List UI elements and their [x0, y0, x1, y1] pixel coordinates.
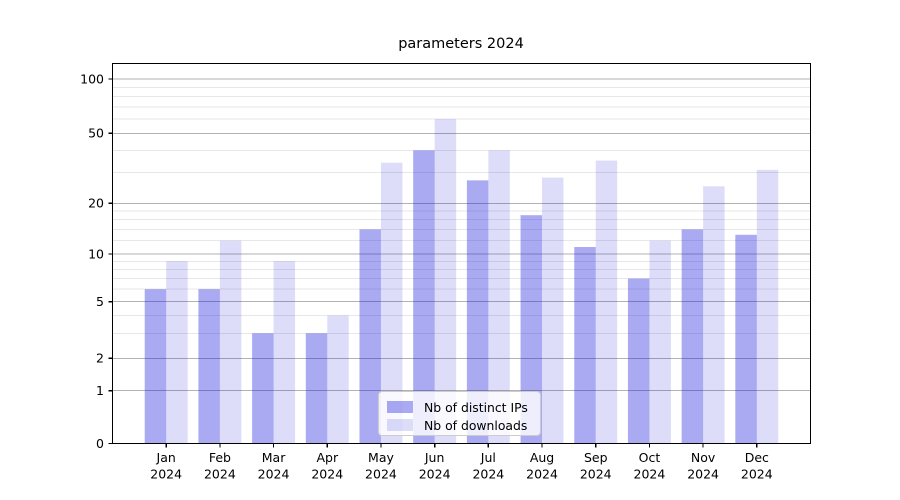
svg-text:Nov: Nov [691, 450, 716, 465]
svg-text:20: 20 [88, 196, 104, 211]
svg-text:Sep: Sep [584, 450, 608, 465]
svg-text:Apr: Apr [316, 450, 338, 465]
y-axis: 0 1 2 5 10 20 50 100 [80, 71, 113, 451]
svg-text:2024: 2024 [580, 467, 612, 482]
bar-jun-distinct-ips [413, 150, 435, 444]
bar-jan-downloads [166, 261, 188, 444]
svg-text:Jun: Jun [424, 450, 445, 465]
bar-mar-downloads [273, 261, 296, 444]
legend-item-distinct-ips: Nb of distinct IPs [387, 398, 532, 416]
svg-text:Jan: Jan [156, 450, 176, 465]
svg-text:1: 1 [96, 383, 104, 398]
gridlines-minor [112, 86, 811, 334]
svg-text:Feb: Feb [209, 450, 231, 465]
bar-jun-downloads [434, 119, 457, 444]
svg-text:2024: 2024 [687, 467, 719, 482]
legend-item-downloads: Nb of downloads [387, 416, 532, 434]
svg-text:Dec: Dec [745, 450, 769, 465]
svg-text:5: 5 [96, 294, 104, 309]
svg-text:2024: 2024 [150, 467, 182, 482]
svg-text:Oct: Oct [639, 450, 661, 465]
bars-downloads [166, 119, 779, 444]
legend-swatch-downloads [387, 418, 413, 432]
legend: Nb of distinct IPs Nb of downloads [378, 391, 541, 436]
bar-dec-downloads [756, 169, 779, 444]
bar-apr-downloads [327, 315, 349, 444]
bar-oct-distinct-ips [627, 278, 650, 444]
svg-text:0: 0 [96, 436, 104, 451]
x-axis: Jan 2024 Feb 2024 Mar 2024 Apr 2024 May 2024 Jun 20… [150, 443, 773, 482]
svg-text:2024: 2024 [365, 467, 397, 482]
bar-aug-distinct-ips [520, 215, 543, 444]
svg-text:2024: 2024 [311, 467, 343, 482]
bar-jul-downloads [488, 150, 510, 444]
svg-text:2024: 2024 [741, 467, 773, 482]
svg-text:2024: 2024 [258, 467, 290, 482]
svg-text:2024: 2024 [419, 467, 451, 482]
svg-text:2024: 2024 [472, 467, 504, 482]
bar-nov-distinct-ips [681, 229, 704, 444]
bar-mar-distinct-ips [252, 333, 274, 444]
legend-label-distinct-ips: Nb of distinct IPs [424, 399, 528, 415]
gridlines-major [112, 78, 811, 392]
svg-text:2024: 2024 [204, 467, 236, 482]
svg-text:2024: 2024 [634, 467, 666, 482]
svg-text:10: 10 [88, 246, 104, 261]
bar-apr-distinct-ips [305, 333, 328, 444]
bar-may-downloads [380, 162, 403, 444]
bar-oct-downloads [649, 240, 671, 444]
bar-sep-distinct-ips [574, 247, 596, 444]
svg-text:50: 50 [88, 126, 104, 141]
chart-title: parameters 2024 [398, 36, 524, 52]
bar-dec-distinct-ips [735, 234, 757, 444]
bar-jan-distinct-ips [144, 289, 167, 444]
bar-aug-downloads [542, 177, 564, 444]
svg-text:2024: 2024 [526, 467, 558, 482]
bars-distinct-ips [144, 150, 757, 444]
svg-text:2: 2 [96, 351, 104, 366]
bar-feb-distinct-ips [198, 289, 220, 444]
svg-text:Aug: Aug [530, 450, 554, 465]
svg-text:May: May [368, 450, 394, 465]
bar-nov-downloads [703, 186, 725, 444]
bar-sep-downloads [595, 160, 618, 444]
bar-may-distinct-ips [359, 229, 381, 444]
legend-label-downloads: Nb of downloads [424, 417, 528, 433]
legend-swatch-distinct-ips [387, 400, 413, 414]
bar-jul-distinct-ips [466, 180, 489, 444]
bar-feb-downloads [219, 240, 242, 444]
svg-text:100: 100 [80, 71, 104, 86]
svg-text:Mar: Mar [262, 450, 286, 465]
svg-text:Jul: Jul [480, 450, 496, 465]
